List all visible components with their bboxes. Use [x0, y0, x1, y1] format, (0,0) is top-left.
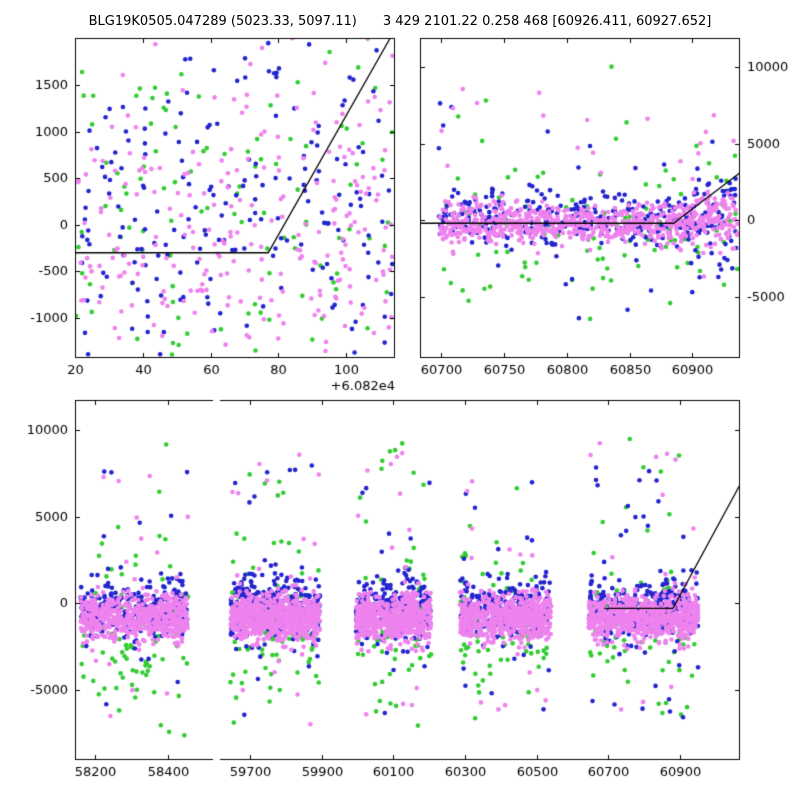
figure-title: BLG19K0505.047289 (5023.33, 5097.11) 3 42…	[0, 14, 800, 29]
title-object-id: BLG19K0505.047289 (5023.33, 5097.11)	[88, 14, 357, 29]
title-fit-params: 3 429 2101.22 0.258 468 [60926.411, 6092…	[382, 14, 712, 29]
